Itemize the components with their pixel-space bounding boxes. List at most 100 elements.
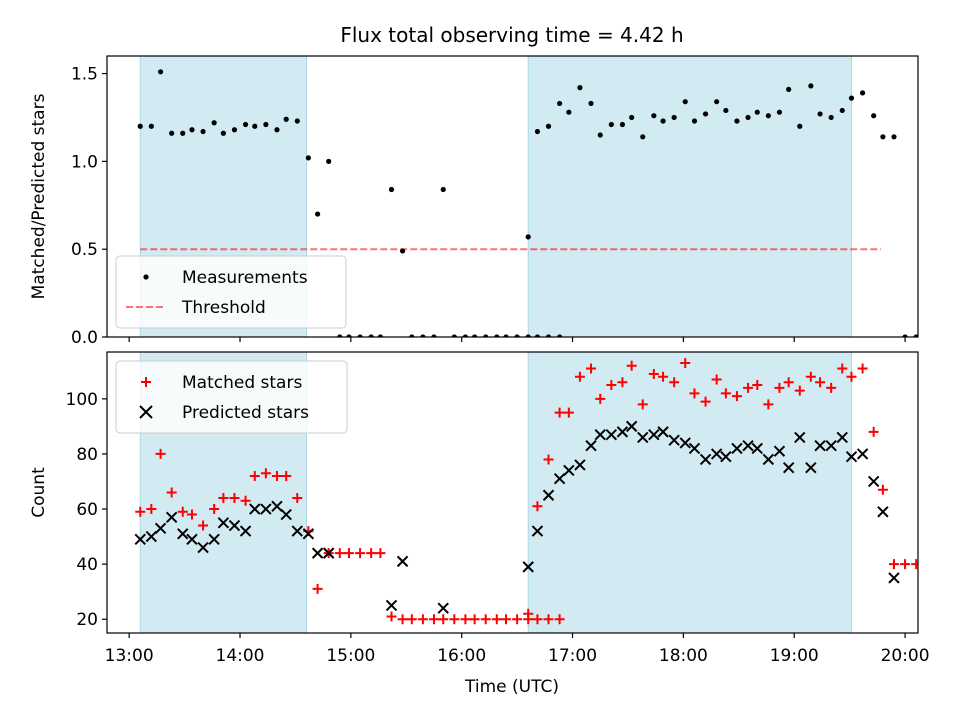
data-point xyxy=(682,99,688,105)
data-point xyxy=(648,428,660,441)
data-point xyxy=(891,134,897,140)
data-point xyxy=(274,127,280,133)
panel-1: 0.0 0.5 1.0 1.5 Matched/Predicted stars Measu… xyxy=(29,55,919,348)
data-point xyxy=(734,118,740,124)
data-point xyxy=(449,614,460,625)
data-point xyxy=(626,360,637,371)
data-point xyxy=(805,371,816,382)
data-point xyxy=(198,520,209,531)
data-point xyxy=(501,614,512,625)
data-point xyxy=(888,572,900,584)
data-point xyxy=(239,525,252,537)
x-tick-label: 15:00 xyxy=(326,646,375,666)
data-point xyxy=(462,334,468,337)
data-point xyxy=(386,611,397,622)
data-point xyxy=(817,111,823,117)
data-point xyxy=(368,334,374,337)
data-point xyxy=(848,95,855,101)
data-point xyxy=(783,377,794,388)
data-point xyxy=(577,85,583,91)
y-tick-label: 0.5 xyxy=(71,240,98,260)
data-point xyxy=(209,504,220,515)
data-point xyxy=(280,508,292,521)
data-point xyxy=(911,559,918,570)
data-point xyxy=(699,453,712,466)
data-point xyxy=(438,614,449,625)
data-point xyxy=(169,130,175,136)
data-point xyxy=(417,614,428,625)
data-point xyxy=(605,428,618,441)
data-point xyxy=(839,107,845,114)
data-point xyxy=(512,614,523,625)
data-point xyxy=(355,548,366,559)
data-point xyxy=(420,334,426,337)
data-point xyxy=(888,559,899,570)
plot-layer: 0.0 0.5 1.0 1.5 Matched/Predicted stars Measu… xyxy=(29,55,930,666)
data-point xyxy=(302,528,315,540)
data-point xyxy=(437,602,449,614)
data-point xyxy=(431,334,437,337)
data-point xyxy=(231,127,238,133)
data-point xyxy=(291,525,303,537)
data-point xyxy=(522,561,534,573)
data-point xyxy=(242,121,249,128)
data-point xyxy=(920,559,930,569)
data-point xyxy=(428,614,439,625)
legend-2: Matched stars Predicted stars xyxy=(115,360,348,434)
data-point xyxy=(723,107,729,114)
data-point xyxy=(148,123,154,129)
data-point xyxy=(557,334,563,337)
data-point xyxy=(305,155,311,161)
data-point xyxy=(145,530,158,543)
data-point xyxy=(752,380,763,391)
data-point xyxy=(714,99,720,105)
data-point xyxy=(765,113,771,119)
data-point xyxy=(208,533,220,546)
data-point xyxy=(856,448,869,460)
y-tick-label: 40 xyxy=(76,555,98,575)
data-point xyxy=(469,614,480,625)
data-point xyxy=(671,114,677,121)
data-point xyxy=(543,454,554,465)
data-point xyxy=(503,334,509,337)
legend-1: Measurements Threshold xyxy=(115,255,347,329)
data-point xyxy=(837,363,848,374)
data-point xyxy=(514,334,520,337)
data-point xyxy=(845,450,858,463)
data-point xyxy=(440,186,446,193)
data-point xyxy=(720,388,731,399)
legend-marker xyxy=(143,274,149,280)
legend-box xyxy=(115,255,347,329)
data-point xyxy=(532,614,543,625)
data-point xyxy=(608,121,614,128)
data-point xyxy=(669,377,680,388)
data-point xyxy=(880,134,886,140)
data-point xyxy=(357,334,363,337)
y-tick-label: 60 xyxy=(76,500,98,520)
data-point xyxy=(637,431,649,444)
y-tick-label: 100 xyxy=(66,390,98,410)
data-point xyxy=(217,517,230,529)
data-point xyxy=(867,475,880,488)
data-point xyxy=(648,369,659,380)
data-point xyxy=(494,334,500,337)
chart-title: Flux total observing time = 4.42 h xyxy=(340,23,683,47)
plot-area-2 xyxy=(134,358,930,625)
x-tick-label: 19:00 xyxy=(770,646,819,666)
data-point xyxy=(711,374,722,385)
data-point xyxy=(815,377,826,388)
data-point xyxy=(745,114,751,121)
data-point xyxy=(186,533,198,546)
data-point xyxy=(877,484,888,495)
data-point xyxy=(472,334,478,337)
data-point xyxy=(754,109,760,115)
data-point xyxy=(220,130,226,136)
data-point xyxy=(326,158,332,164)
data-point xyxy=(689,388,700,399)
data-point xyxy=(532,501,543,512)
data-point xyxy=(177,528,189,540)
data-point xyxy=(480,614,491,625)
data-point xyxy=(189,127,195,133)
data-point xyxy=(557,100,563,107)
